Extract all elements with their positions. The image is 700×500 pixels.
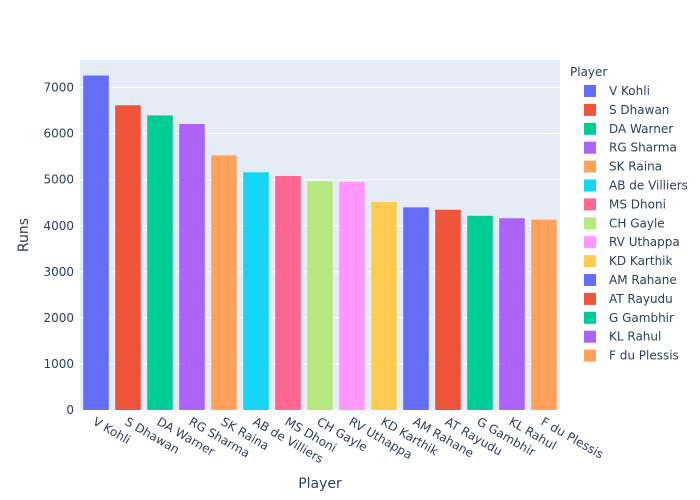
legend-label: RV Uthappa (609, 235, 680, 249)
legend-swatch (584, 141, 596, 154)
legend-item[interactable]: G Gambhir (584, 311, 674, 325)
legend-label: AT Rayudu (609, 292, 673, 306)
y-tick-label: 3000 (43, 265, 74, 279)
legend-swatch (584, 255, 596, 268)
y-tick-label: 7000 (43, 81, 74, 95)
legend-label: SK Raina (609, 160, 662, 174)
legend-label: MS Dhoni (609, 197, 666, 211)
legend-swatch (584, 236, 596, 249)
legend-swatch (584, 179, 596, 192)
y-tick-label: 6000 (43, 127, 74, 141)
bar (179, 123, 205, 410)
bar (467, 215, 493, 410)
y-tick-label: 1000 (43, 357, 74, 371)
legend-item[interactable]: AB de Villiers (584, 179, 688, 193)
legend-item[interactable]: F du Plessis (584, 349, 679, 363)
legend-swatch (584, 103, 596, 116)
legend-swatch (584, 85, 596, 97)
legend-label: AM Rahane (609, 273, 677, 287)
legend-item[interactable]: AM Rahane (584, 273, 677, 287)
legend-item[interactable]: KD Karthik (584, 254, 673, 268)
legend-item[interactable]: CH Gayle (584, 216, 665, 230)
bar (307, 181, 333, 410)
legend-item[interactable]: AT Rayudu (584, 292, 673, 306)
legend: Player V Kohli S Dhawan DA Warner RG Sharma… (570, 65, 688, 363)
legend-item[interactable]: MS Dhoni (584, 197, 666, 211)
y-axis-ticks: 0 1000 2000 3000 4000 5000 6000 7000 (43, 81, 74, 417)
legend-swatch (584, 330, 596, 343)
bar (499, 218, 525, 410)
bars (83, 75, 557, 411)
legend-item[interactable]: SK Raina (584, 160, 662, 174)
bar (339, 181, 365, 410)
legend-label: AB de Villiers (609, 179, 688, 193)
bar (83, 75, 109, 410)
legend-swatch (584, 198, 596, 211)
y-axis-title: Runs (16, 218, 32, 252)
legend-swatch (584, 274, 596, 286)
legend-label: V Kohli (609, 84, 650, 98)
x-axis-title: Player (298, 476, 342, 492)
legend-label: CH Gayle (609, 216, 665, 230)
bar (115, 105, 141, 410)
bar (147, 115, 173, 411)
y-tick-label: 4000 (43, 219, 74, 233)
legend-label: S Dhawan (609, 103, 669, 117)
bar (371, 202, 397, 410)
legend-label: KD Karthik (609, 254, 673, 268)
legend-label: KL Rahul (609, 330, 661, 344)
y-tick-label: 0 (66, 403, 74, 417)
legend-swatch (584, 311, 596, 324)
legend-swatch (584, 349, 596, 362)
legend-swatch (584, 122, 596, 135)
bar (275, 175, 301, 410)
legend-item[interactable]: S Dhawan (584, 103, 669, 117)
bar (435, 209, 461, 410)
legend-item[interactable]: RG Sharma (584, 141, 677, 155)
legend-title: Player (570, 65, 607, 79)
legend-label: RG Sharma (609, 141, 677, 155)
y-tick-label: 5000 (43, 173, 74, 187)
legend-item[interactable]: KL Rahul (584, 330, 661, 344)
legend-swatch (584, 292, 596, 305)
bar (211, 155, 237, 410)
legend-swatch (584, 160, 596, 173)
legend-swatch (584, 217, 596, 230)
y-tick-label: 2000 (43, 311, 74, 325)
legend-label: DA Warner (609, 122, 673, 136)
bar (243, 172, 269, 410)
legend-label: G Gambhir (609, 311, 674, 325)
legend-item[interactable]: V Kohli (584, 84, 650, 98)
legend-label: F du Plessis (609, 349, 679, 363)
legend-item[interactable]: RV Uthappa (584, 235, 680, 249)
legend-item[interactable]: DA Warner (584, 122, 673, 136)
bar (531, 219, 557, 410)
bar (403, 207, 429, 410)
